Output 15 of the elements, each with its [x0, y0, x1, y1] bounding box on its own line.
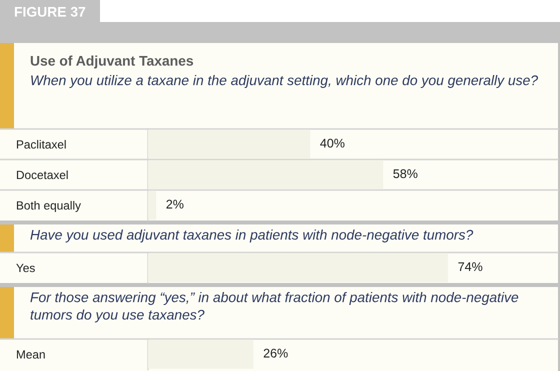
y-tick-label: Both equally: [16, 200, 81, 212]
y-tick-label: Yes: [16, 264, 35, 272]
data-label: 58%: [393, 169, 418, 178]
caption: FIGURE 37: [14, 6, 86, 17]
data-label: 74%: [458, 262, 482, 272]
chart-title: Use of Adjuvant Taxanes: [30, 56, 194, 68]
data-label: 2%: [166, 200, 184, 209]
annotation: Have you used adjuvant taxanes in patients with node-negative tumors?: [30, 230, 474, 242]
y-tick-label: Paclitaxel: [16, 140, 66, 149]
data-label: 40%: [320, 138, 344, 148]
data-label: 26%: [264, 348, 288, 358]
y-tick-label: Docetaxel: [16, 170, 68, 180]
annotation: For those answering “yes,” in about what fraction of patients with node-negative tumors do you use taxanes?: [30, 292, 518, 322]
chart-subtitle: When you utilize a taxane in the adjuvant setting, which one do you generally use?: [31, 75, 538, 88]
y-tick-label: Mean: [16, 350, 45, 359]
